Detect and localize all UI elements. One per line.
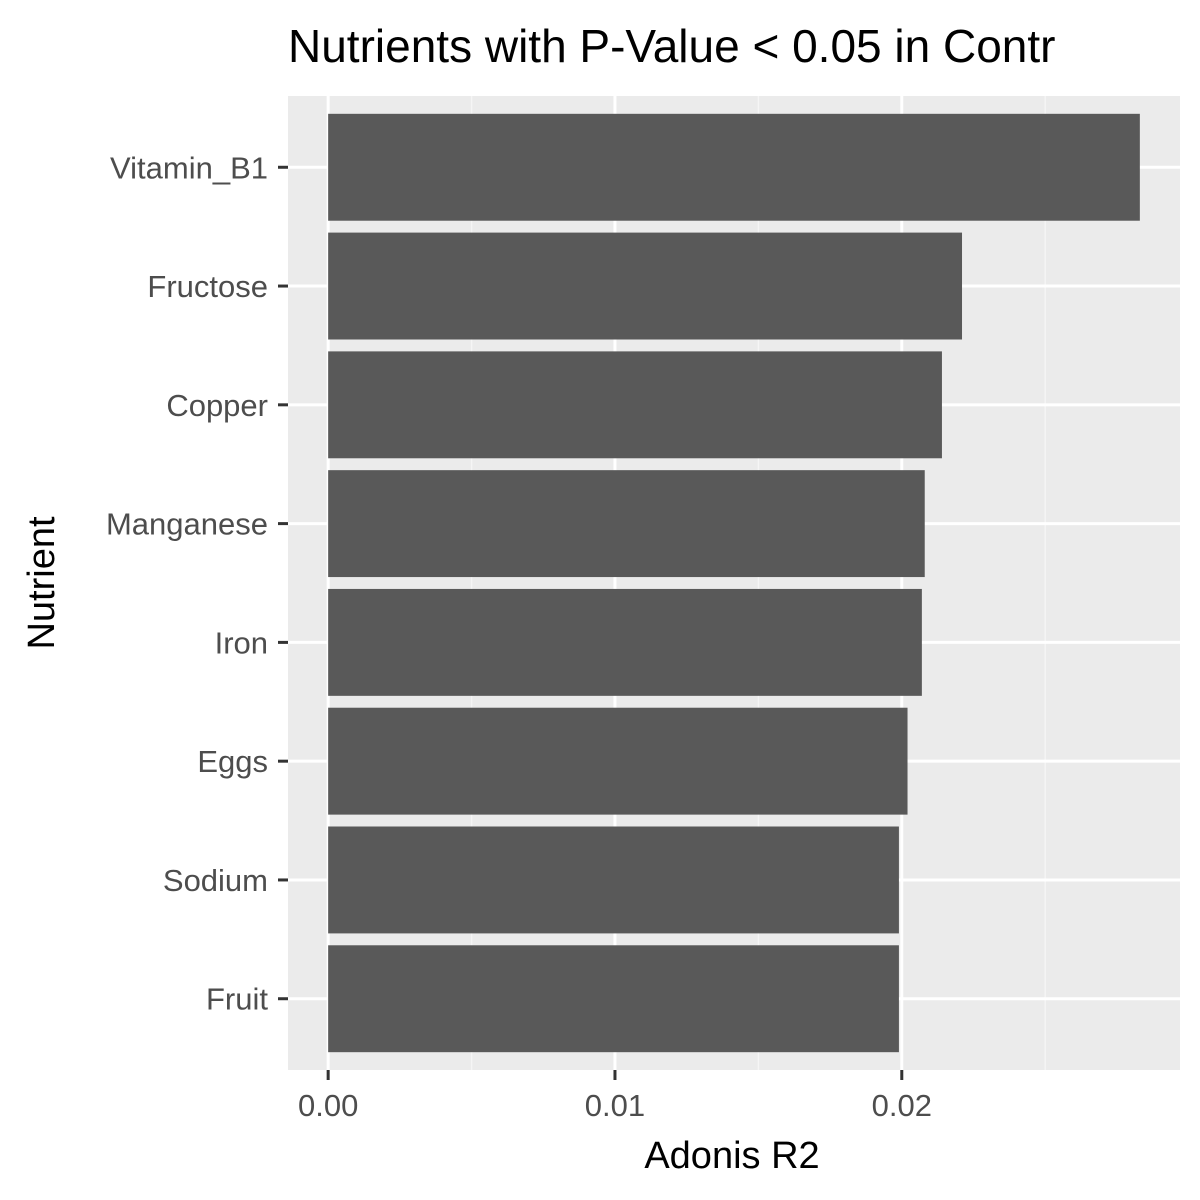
chart-title: Nutrients with P-Value < 0.05 in Contr [288,20,1055,72]
y-tick-label: Sodium [163,863,268,898]
y-axis-title: Nutrient [21,516,63,649]
bar-sodium [328,826,899,934]
bar-vitamin-b1 [328,113,1140,221]
y-tick-label: Fruit [206,982,268,1017]
x-tick-label: 0.01 [585,1088,645,1123]
bar-iron [328,588,922,696]
y-tick-label: Vitamin_B1 [110,150,268,185]
y-tick-label: Manganese [106,507,268,542]
y-tick-label: Eggs [197,744,268,779]
x-tick-label: 0.02 [872,1088,932,1123]
x-tick-label: 0.00 [298,1088,358,1123]
y-tick-label: Copper [166,388,268,423]
y-tick-label: Iron [215,625,268,660]
bar-copper [328,351,942,459]
y-axis: Vitamin_B1 Fructose Copper Manganese Iron Egg… [106,150,288,1017]
bar-manganese [328,470,925,578]
bar-fructose [328,232,963,340]
bar-eggs [328,707,908,815]
bar-fruit [328,945,899,1053]
bars-group [328,113,1140,1053]
x-axis-title: Adonis R2 [644,1135,819,1177]
x-axis: 0.00 0.01 0.02 [298,1070,932,1123]
y-tick-label: Fructose [147,269,268,304]
